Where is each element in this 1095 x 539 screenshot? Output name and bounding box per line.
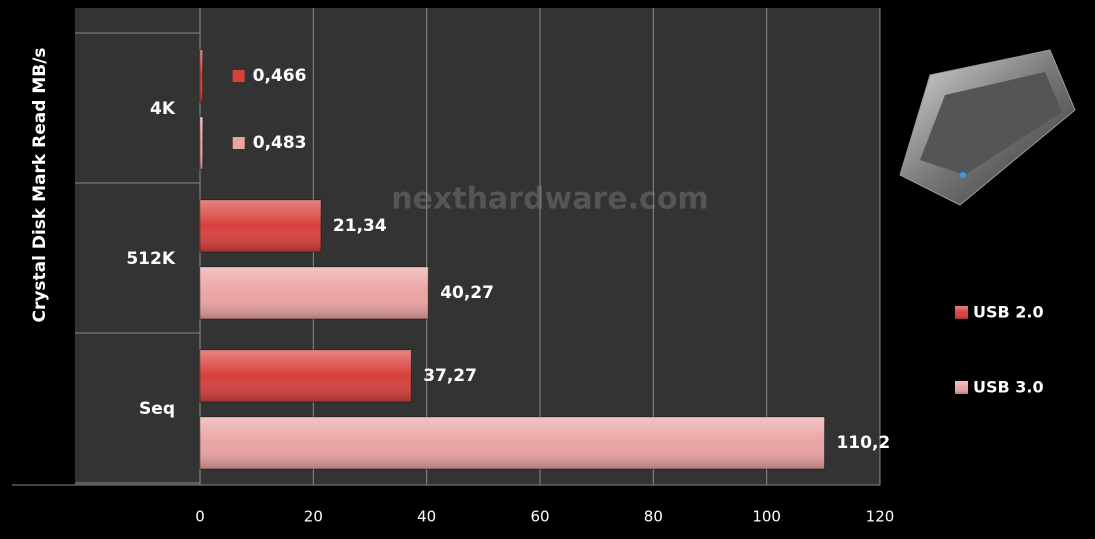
x-tick-label: 120	[866, 508, 895, 526]
x-tick-label: 60	[530, 508, 549, 526]
data-label: 40,27	[440, 283, 494, 303]
product-image	[899, 49, 1076, 206]
x-tick-label: 40	[417, 508, 436, 526]
legend-marker-sheen	[955, 306, 968, 319]
data-label: 0,466	[253, 66, 307, 86]
bar-sheen	[200, 267, 429, 319]
y-tick-label: 4K	[150, 99, 176, 119]
plot-area	[75, 8, 880, 485]
bar-sheen	[200, 117, 203, 169]
bar-sheen	[200, 350, 412, 402]
x-tick-label: 100	[752, 508, 781, 526]
bar-sheen	[200, 200, 321, 252]
bar-sheen	[200, 417, 825, 469]
bar-sheen	[200, 50, 203, 102]
label-marker	[232, 70, 245, 82]
y-tick-label: Seq	[139, 399, 175, 419]
axis-title: Crystal Disk Mark Read MB/s	[30, 47, 50, 322]
y-tick-label: 512K	[126, 249, 175, 269]
data-label: 0,483	[253, 133, 307, 153]
legend-marker-sheen	[955, 381, 968, 394]
x-tick-label: 80	[644, 508, 663, 526]
label-marker	[232, 137, 245, 149]
x-tick-label: 0	[195, 508, 205, 526]
watermark: nexthardware.com	[391, 182, 708, 217]
legend-label: USB 2.0	[973, 303, 1044, 322]
x-tick-label: 20	[304, 508, 323, 526]
data-label: 110,2	[836, 433, 890, 453]
data-label: 37,27	[423, 366, 477, 386]
data-label: 21,34	[333, 216, 387, 236]
legend-label: USB 3.0	[973, 378, 1044, 397]
